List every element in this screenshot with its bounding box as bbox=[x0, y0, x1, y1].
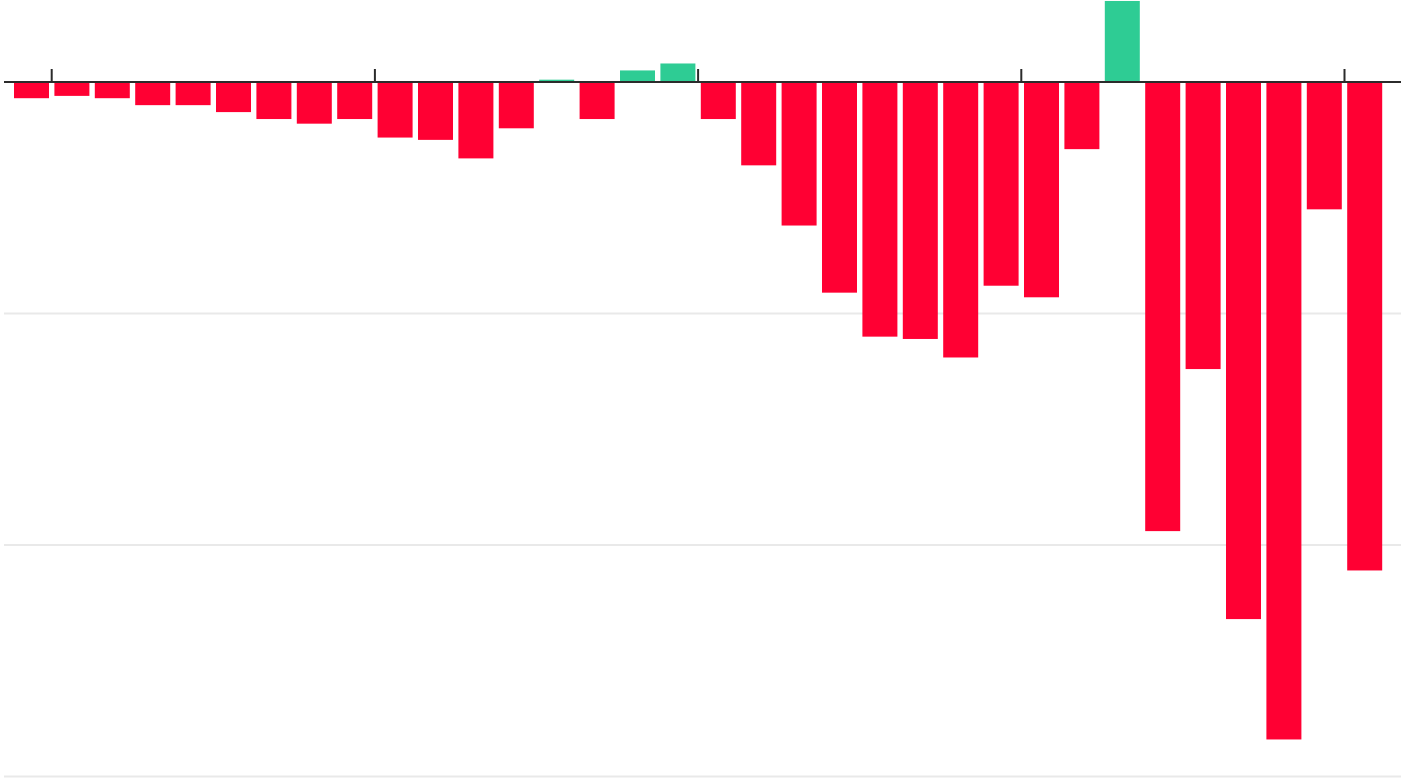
gridlines bbox=[4, 312, 1401, 778]
bar bbox=[216, 82, 251, 113]
zero-axis bbox=[4, 69, 1401, 83]
bar bbox=[902, 82, 938, 339]
bar bbox=[296, 82, 332, 124]
bar bbox=[660, 63, 696, 82]
bar bbox=[14, 82, 49, 99]
bar bbox=[458, 82, 494, 159]
bar bbox=[781, 82, 817, 226]
bar bbox=[700, 82, 736, 120]
bars bbox=[14, 0, 1383, 740]
bar bbox=[1145, 82, 1181, 532]
bar bbox=[135, 82, 171, 106]
bar bbox=[54, 82, 90, 96]
bar bbox=[1024, 82, 1059, 298]
bar bbox=[822, 82, 857, 293]
bar bbox=[1306, 82, 1342, 210]
bar bbox=[1185, 82, 1221, 370]
bar bbox=[1064, 82, 1100, 150]
bar bbox=[620, 70, 655, 82]
bar bbox=[498, 82, 534, 129]
bar bbox=[337, 82, 373, 120]
bar bbox=[1226, 82, 1261, 620]
bar bbox=[1104, 0, 1140, 83]
bar bbox=[94, 82, 130, 99]
bar bbox=[1347, 82, 1383, 571]
bar bbox=[539, 79, 575, 82]
bar bbox=[862, 82, 898, 337]
bar bbox=[1266, 82, 1302, 740]
bar bbox=[175, 82, 211, 106]
bar bbox=[741, 82, 777, 166]
bar bbox=[943, 82, 979, 358]
bar bbox=[256, 82, 292, 120]
bar bbox=[418, 82, 453, 140]
bar bbox=[377, 82, 413, 138]
bar bbox=[983, 82, 1019, 286]
bar bbox=[579, 82, 615, 120]
